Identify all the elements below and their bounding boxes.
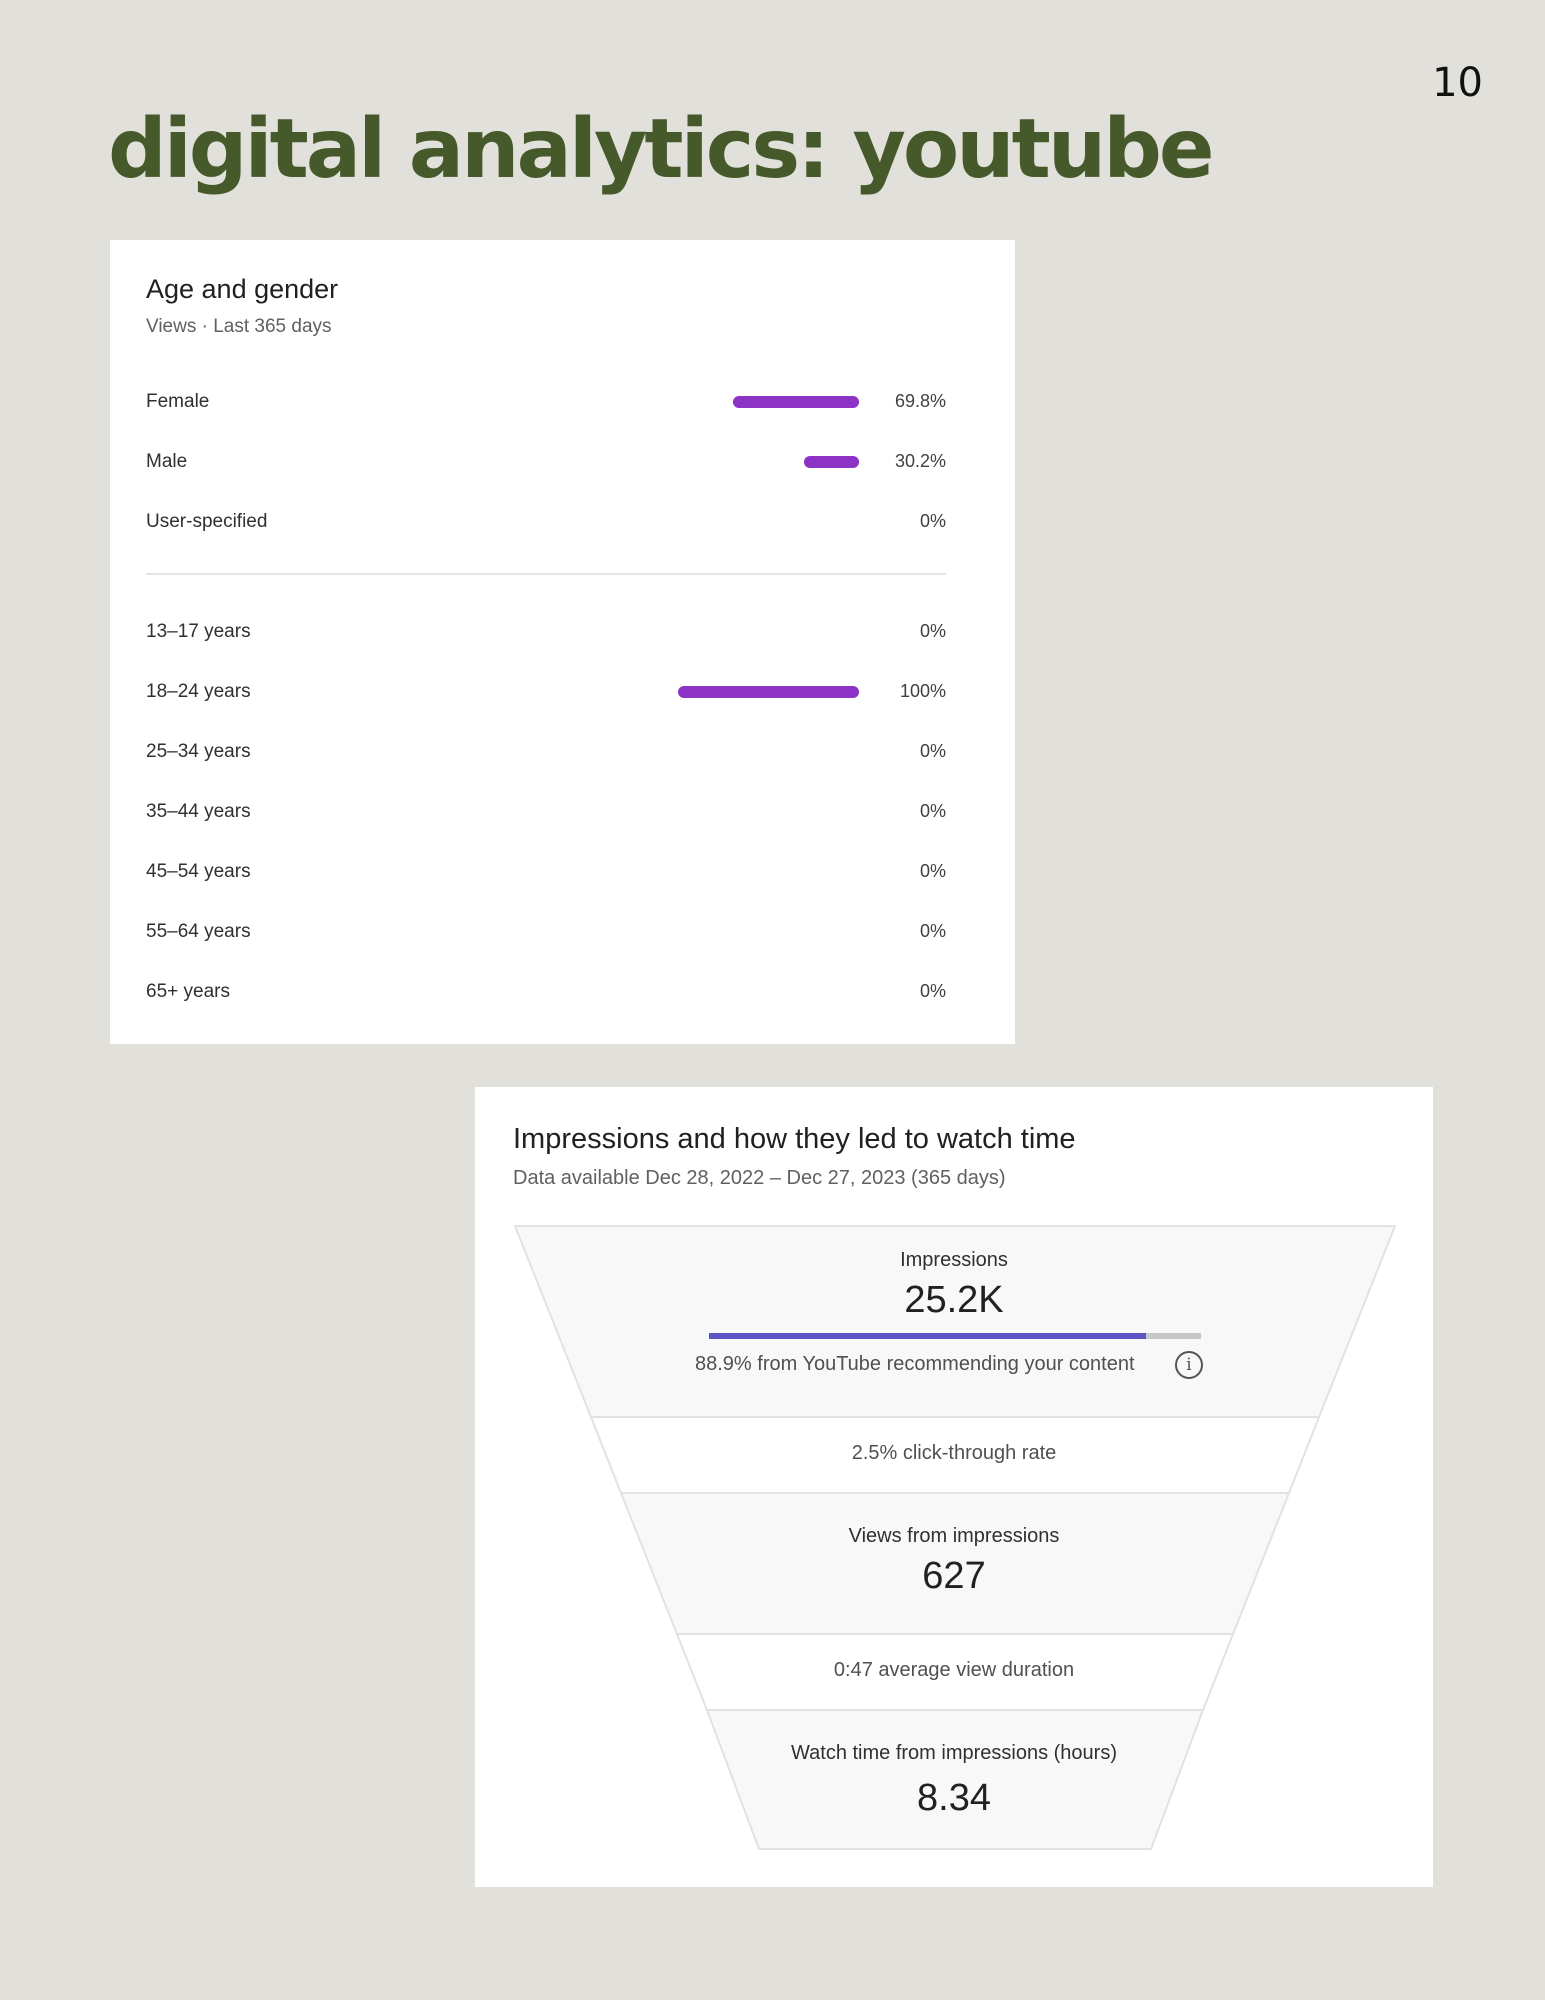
row-bar xyxy=(733,396,859,408)
recommendation-text: 88.9% from YouTube recommending your con… xyxy=(695,1353,1135,1375)
age-row-13-17: 13–17 years 0% xyxy=(146,617,946,647)
gender-row-user-specified: User-specified 0% xyxy=(146,507,946,537)
row-label: 55–64 years xyxy=(146,921,251,942)
divider xyxy=(146,573,946,575)
info-icon[interactable]: i xyxy=(1175,1351,1203,1379)
ctr-text: 2.5% click-through rate xyxy=(851,1442,1057,1464)
row-value: 30.2% xyxy=(894,451,946,471)
row-label: 35–44 years xyxy=(146,801,251,822)
views-value: 627 xyxy=(922,1555,986,1597)
age-gender-subtitle: Views · Last 365 days xyxy=(146,316,332,337)
row-value: 0% xyxy=(919,621,946,641)
funnel-graphic xyxy=(513,1225,1397,1850)
watch-time-label: Watch time from impressions (hours) xyxy=(791,1742,1117,1764)
row-value: 0% xyxy=(919,741,946,761)
gender-row-male: Male 30.2% xyxy=(146,447,946,477)
page-title: digital analytics: youtube xyxy=(108,102,1215,197)
watch-time-value: 8.34 xyxy=(917,1777,991,1819)
gender-row-female: Female 69.8% xyxy=(146,387,946,417)
impressions-subtitle: Data available Dec 28, 2022 – Dec 27, 20… xyxy=(513,1167,1006,1189)
impressions-value: 25.2K xyxy=(904,1279,1004,1321)
row-value: 0% xyxy=(919,921,946,941)
row-bar xyxy=(804,456,859,468)
row-value: 0% xyxy=(919,801,946,821)
impressions-title: Impressions and how they led to watch ti… xyxy=(513,1123,1076,1155)
age-row-55-64: 55–64 years 0% xyxy=(146,917,946,947)
age-row-65-plus: 65+ years 0% xyxy=(146,977,946,1007)
age-row-45-54: 45–54 years 0% xyxy=(146,857,946,887)
impressions-card: Impressions and how they led to watch ti… xyxy=(475,1087,1433,1887)
recommendation-bar-fill xyxy=(709,1333,1147,1339)
impressions-label: Impressions xyxy=(900,1249,1008,1271)
recommendation-bar xyxy=(709,1333,1201,1339)
age-gender-title: Age and gender xyxy=(146,274,339,304)
row-bar xyxy=(678,686,859,698)
age-row-18-24: 18–24 years 100% xyxy=(146,677,946,707)
row-value: 69.8% xyxy=(894,391,946,411)
row-value: 0% xyxy=(919,511,946,531)
row-value: 0% xyxy=(919,981,946,1001)
row-value: 100% xyxy=(899,681,946,701)
age-row-35-44: 35–44 years 0% xyxy=(146,797,946,827)
page-number: 10 xyxy=(1432,60,1483,106)
row-label: 13–17 years xyxy=(146,621,251,642)
row-label: Female xyxy=(146,391,210,412)
age-row-25-34: 25–34 years 0% xyxy=(146,737,946,767)
row-label: 25–34 years xyxy=(146,741,251,762)
row-label: Male xyxy=(146,451,188,472)
row-label: 65+ years xyxy=(146,981,230,1002)
row-value: 0% xyxy=(919,861,946,881)
row-label: User-specified xyxy=(146,511,268,532)
row-label: 45–54 years xyxy=(146,861,251,882)
avg-duration-text: 0:47 average view duration xyxy=(833,1659,1075,1681)
row-label: 18–24 years xyxy=(146,681,251,702)
views-label: Views from impressions xyxy=(848,1525,1060,1547)
funnel-stage-watch-time xyxy=(705,1709,1205,1850)
age-gender-card: Age and gender Views · Last 365 days Fem… xyxy=(110,240,1015,1044)
